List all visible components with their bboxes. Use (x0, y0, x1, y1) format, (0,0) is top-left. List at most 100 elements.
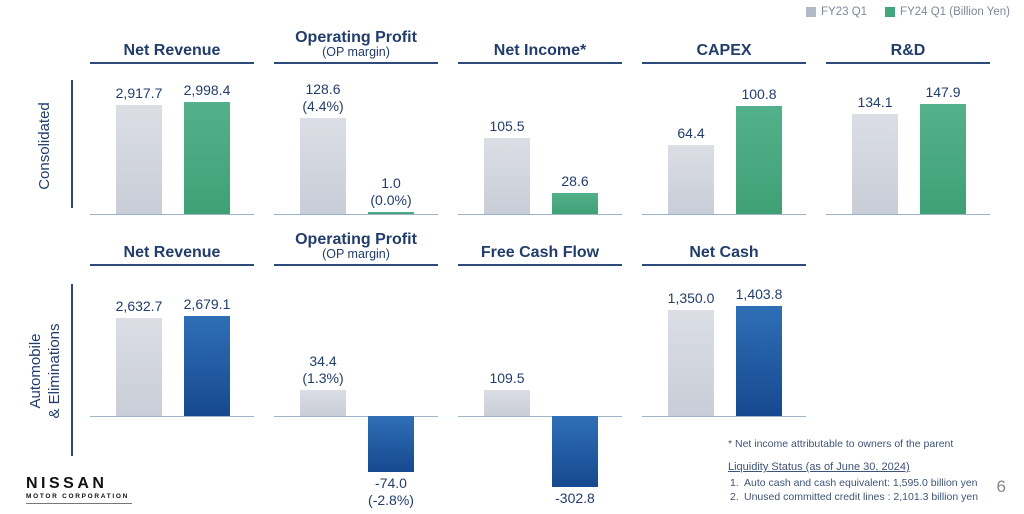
section-label-consolidated: Consolidated (36, 102, 53, 190)
chart-title: CAPEX (642, 26, 806, 64)
section-line-consolidated (71, 80, 73, 208)
chart-title: Net Cash (642, 228, 806, 266)
chart-title-text: Net Revenue (123, 42, 221, 59)
bar-value-label: 105.5 (489, 117, 525, 134)
liquidity-item-text: Auto cash and cash equivalent: 1,595.0 b… (744, 477, 978, 489)
chart-free-cash-flow-automobile: Free Cash Flow 109.5 -302.8 (458, 228, 622, 506)
legend-item-fy24: FY24 Q1 (Billion Yen) (885, 6, 1010, 18)
bar-value-label: 1,350.0 (667, 290, 715, 307)
footnotes: * Net income attributable to owners of t… (728, 438, 1018, 504)
fy24-swatch-icon (885, 7, 896, 17)
chart-plot: 1,350.0 1,403.8 (642, 266, 806, 417)
bar-fy23-q1 (300, 117, 346, 214)
section-label-automobile-eliminations: Automobile & Eliminations (27, 323, 63, 419)
chart-title-text: Net Revenue (123, 244, 221, 261)
liquidity-item-number: 2. (730, 490, 739, 503)
chart-title: Net Revenue (90, 228, 254, 266)
bar-value-label: 1,403.8 (735, 286, 783, 303)
legend-label-fy24: FY24 Q1 (Billion Yen) (900, 6, 1010, 18)
chart-net-income-consolidated: Net Income* 105.5 28.6 (458, 26, 622, 215)
net-income-footnote: * Net income attributable to owners of t… (728, 438, 954, 450)
chart-title-text: Operating Profit (295, 29, 417, 46)
chart-subtitle-text: (OP margin) (322, 45, 390, 59)
nissan-logo: NISSAN MOTOR CORPORATION (26, 476, 132, 504)
chart-net-revenue-consolidated: Net Revenue 2,917.7 2,998.4 (90, 26, 254, 215)
chart-plot: 34.4 (1.3%) -74.0 (-2.8%) (274, 266, 438, 508)
bar-value-label: 2,632.7 (115, 297, 163, 314)
chart-net-cash-automobile: Net Cash 1,350.0 1,403.8 (642, 228, 806, 417)
chart-title-text: R&D (890, 42, 926, 59)
legend-item-fy23: FY23 Q1 (806, 6, 867, 18)
bar-value-label: 34.4 (1.3%) (302, 353, 344, 387)
bar-value-label: 128.6 (4.4%) (302, 80, 344, 114)
nissan-logo-subtitle: MOTOR CORPORATION (26, 493, 130, 500)
chart-plot: 2,917.7 2,998.4 (90, 64, 254, 215)
bar-fy23-q1 (668, 310, 714, 416)
chart-rd-consolidated: R&D 134.1 147.9 (826, 26, 990, 215)
bar-fy24-q1 (552, 193, 598, 214)
chart-plot: 109.5 -302.8 (458, 266, 622, 506)
liquidity-item-number: 1. (730, 477, 739, 489)
bar-fy24-q1 (184, 315, 230, 416)
bar-fy23-q1 (484, 390, 530, 416)
chart-title: Operating Profit (OP margin) (274, 228, 438, 266)
bar-value-label: 100.8 (741, 86, 777, 103)
fy23-swatch-icon (806, 7, 817, 17)
bar-value-label: -74.0 (-2.8%) (368, 474, 414, 508)
bar-fy23-q1 (300, 390, 346, 416)
bar-fy23-q1 (116, 317, 162, 416)
row-automobile-eliminations: Net Revenue 2,632.7 2,679.1 Operating Pro… (90, 228, 806, 508)
bar-fy24-q1 (368, 416, 414, 472)
bar-fy24-q1 (368, 212, 414, 214)
bar-value-label: 147.9 (925, 83, 961, 100)
chart-operating-profit-automobile: Operating Profit (OP margin) 34.4 (1.3%) -… (274, 228, 438, 508)
bar-value-label: 2,679.1 (183, 295, 231, 312)
chart-plot: 105.5 28.6 (458, 64, 622, 215)
chart-plot: 128.6 (4.4%) 1.0 (0.0%) (274, 64, 438, 215)
chart-net-revenue-automobile: Net Revenue 2,632.7 2,679.1 (90, 228, 254, 417)
bar-fy24-q1 (736, 106, 782, 214)
chart-subtitle-text: (OP margin) (322, 247, 390, 261)
chart-title-text: Net Cash (689, 244, 759, 261)
bar-value-label: 64.4 (677, 125, 705, 142)
bar-fy23-q1 (484, 137, 530, 214)
nissan-logo-name: NISSAN (26, 475, 108, 492)
bar-fy24-q1 (736, 306, 782, 416)
bar-value-label: 134.1 (857, 93, 893, 110)
chart-title-text: CAPEX (696, 42, 752, 59)
liquidity-item-text: Unused committed credit lines : 2,101.3 … (744, 490, 979, 503)
chart-title-text: Net Income* (493, 42, 587, 59)
bar-value-label: 2,998.4 (183, 82, 231, 99)
chart-title: Operating Profit (OP margin) (274, 26, 438, 64)
chart-plot: 64.4 100.8 (642, 64, 806, 215)
chart-title: R&D (826, 26, 990, 64)
chart-title: Free Cash Flow (458, 228, 622, 266)
bar-fy23-q1 (852, 113, 898, 214)
bar-fy24-q1 (920, 103, 966, 214)
chart-title-text: Operating Profit (295, 231, 417, 248)
legend: FY23 Q1 FY24 Q1 (Billion Yen) (806, 6, 1010, 18)
liquidity-item-1: 1. Auto cash and cash equivalent: 1,595.… (728, 477, 1018, 491)
bar-value-label: 109.5 (489, 370, 525, 387)
liquidity-status-title: Liquidity Status (as of June 30, 2024) (728, 461, 910, 473)
chart-title: Net Income* (458, 26, 622, 64)
row-consolidated: Net Revenue 2,917.7 2,998.4 Operating Pro… (90, 26, 990, 215)
legend-label-fy23: FY23 Q1 (821, 6, 868, 18)
bar-value-label: 28.6 (561, 173, 589, 190)
chart-title-text: Free Cash Flow (480, 244, 600, 261)
chart-plot: 2,632.7 2,679.1 (90, 266, 254, 417)
section-line-automobile-eliminations (71, 284, 73, 456)
chart-title: Net Revenue (90, 26, 254, 64)
chart-operating-profit-consolidated: Operating Profit (OP margin) 128.6 (4.4%)… (274, 26, 438, 215)
bar-fy23-q1 (668, 145, 714, 214)
bar-value-label: 1.0 (0.0%) (370, 175, 412, 208)
chart-plot: 134.1 147.9 (826, 64, 990, 215)
bar-value-label: -302.8 (555, 489, 595, 506)
liquidity-item-2: 2. Unused committed credit lines : 2,101… (728, 491, 1018, 505)
bar-fy23-q1 (116, 105, 162, 214)
page-number: 6 (996, 477, 1006, 496)
chart-capex-consolidated: CAPEX 64.4 100.8 (642, 26, 806, 215)
bar-value-label: 2,917.7 (115, 85, 163, 102)
bar-fy24-q1 (184, 102, 230, 214)
